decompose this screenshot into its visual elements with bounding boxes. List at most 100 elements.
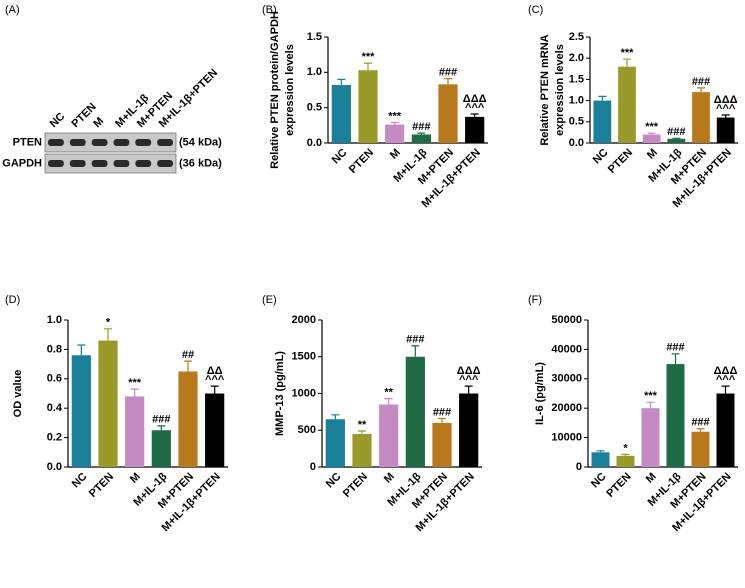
y-tick-label: 0.0: [307, 137, 322, 149]
error-bar: [157, 426, 165, 430]
bar: [459, 394, 478, 468]
band: [70, 160, 86, 167]
x-tick-label: M: [645, 147, 660, 162]
error-bar: [647, 402, 655, 408]
error-bar: [364, 63, 372, 70]
row-label: GAPDH: [2, 157, 42, 169]
bar: [667, 364, 685, 467]
error-bar: [331, 415, 339, 419]
y-tick-label: 0: [310, 461, 316, 473]
bar: [352, 434, 371, 467]
bar: [98, 341, 117, 467]
error-bar: [622, 454, 630, 455]
x-tick-label: NC: [591, 147, 611, 167]
bar: [692, 92, 710, 143]
error-bar: [358, 431, 366, 434]
bar: [593, 101, 611, 143]
y-tick-label: 1500: [292, 351, 316, 363]
error-bar: [697, 88, 705, 92]
y-axis-label: Relative PTEN protein/GAPDH: [269, 11, 281, 169]
y-tick-label: 1.0: [47, 314, 62, 326]
significance: ^^^: [465, 102, 485, 114]
error-bar: [598, 96, 606, 100]
y-tick-label: 1.5: [307, 31, 322, 43]
significance: ###: [666, 342, 684, 354]
y-axis-label: expression levels: [554, 44, 566, 136]
error-bar: [131, 389, 139, 396]
band: [135, 139, 151, 146]
bar: [379, 405, 398, 467]
error-bar: [465, 386, 473, 393]
bar: [667, 139, 685, 143]
y-tick-label: 30000: [551, 373, 582, 385]
error-bar: [597, 451, 605, 452]
significance: ###: [406, 334, 424, 346]
y-tick-label: 2.5: [569, 31, 584, 43]
bar: [72, 355, 91, 467]
y-axis-label: expression levels: [284, 44, 296, 136]
x-tick-label: M: [382, 471, 397, 486]
significance: *: [106, 317, 111, 329]
error-bar: [444, 79, 452, 85]
bar: [438, 84, 457, 143]
bar: [205, 394, 224, 468]
y-tick-label: 0.4: [47, 402, 63, 414]
y-tick-label: 0.6: [47, 373, 62, 385]
y-tick-label: 0: [576, 461, 582, 473]
bar: [152, 430, 171, 467]
band: [70, 139, 86, 146]
y-tick-label: 0.8: [47, 343, 62, 355]
y-tick-label: 0.0: [569, 137, 584, 149]
bar: [385, 125, 404, 143]
significance: *: [623, 442, 628, 454]
x-tick-label: M: [388, 147, 403, 162]
bar: [717, 394, 735, 468]
y-axis-label: OD value: [12, 370, 24, 418]
y-tick-label: 50000: [551, 314, 582, 326]
y-tick-label: 0.2: [47, 432, 62, 444]
x-tick-label: PTEN: [87, 471, 116, 500]
bar: [178, 371, 197, 467]
band: [157, 139, 173, 146]
bar: [642, 408, 660, 467]
significance: ###: [692, 76, 710, 88]
y-tick-label: 40000: [551, 343, 582, 355]
x-tick-label: NC: [324, 471, 344, 491]
error-bar: [672, 354, 680, 364]
bar: [692, 432, 710, 467]
band: [157, 160, 173, 167]
y-tick-label: 20000: [551, 402, 582, 414]
significance: **: [384, 387, 393, 399]
error-bar: [337, 79, 345, 85]
panel-label: (D): [5, 294, 20, 306]
error-bar: [104, 329, 112, 341]
error-bar: [722, 115, 730, 118]
band: [135, 160, 151, 167]
significance: ###: [667, 126, 685, 138]
row-size: (36 kDa): [179, 157, 222, 169]
band: [114, 160, 130, 167]
x-tick-label: NC: [589, 471, 609, 491]
error-bar: [697, 429, 705, 432]
band: [92, 139, 108, 146]
row-label: PTEN: [13, 136, 42, 148]
panel-label: (F): [528, 294, 542, 306]
panel-label: (C): [528, 4, 543, 16]
lane-label: NC: [48, 110, 68, 130]
x-tick-label: NC: [330, 147, 350, 167]
significance: ***: [362, 51, 376, 63]
x-tick-label: PTEN: [606, 147, 635, 176]
error-bar: [648, 133, 656, 134]
x-tick-label: M: [128, 471, 143, 486]
panel-label: (E): [262, 294, 277, 306]
bar: [406, 357, 425, 467]
y-tick-label: 2.0: [569, 52, 584, 64]
bar: [643, 135, 661, 143]
error-bar: [411, 346, 419, 357]
band: [48, 139, 64, 146]
error-bar: [722, 386, 730, 393]
y-tick-label: 1.5: [569, 73, 584, 85]
error-bar: [438, 418, 446, 422]
significance: ^^^: [716, 374, 736, 386]
